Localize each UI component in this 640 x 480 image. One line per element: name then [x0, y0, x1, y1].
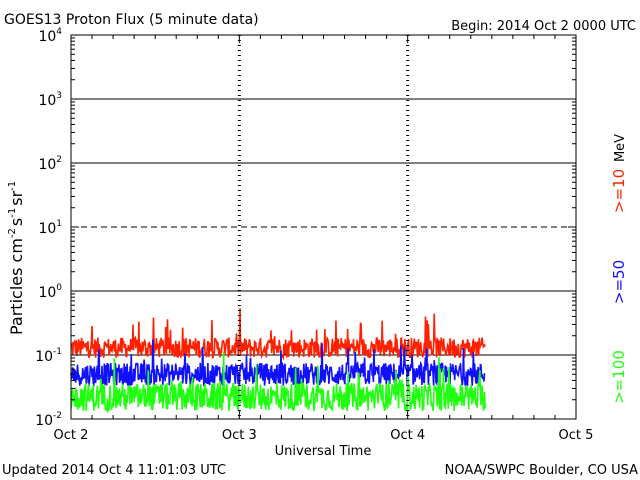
y-tick-label: 100 — [38, 283, 62, 301]
y-tick-label: 10-1 — [35, 347, 62, 365]
y-tick-label: 104 — [38, 27, 62, 45]
series-line — [70, 308, 486, 361]
chart-title: GOES13 Proton Flux (5 minute data) — [4, 12, 259, 28]
legend-unit-mev: MeV — [613, 134, 628, 162]
updated-timestamp: Updated 2014 Oct 4 11:01:03 UTC — [2, 463, 226, 478]
credit-label: NOAA/SWPC Boulder, CO USA — [445, 463, 638, 478]
y-tick-label: 10-2 — [35, 411, 62, 429]
y-axis-exp-1: -2 — [7, 228, 18, 238]
x-tick-label: Oct 4 — [390, 428, 425, 443]
day-boundary-markers — [237, 35, 410, 419]
x-tick-label: Oct 3 — [222, 428, 257, 443]
y-axis-exp-3: -1 — [7, 181, 18, 191]
y-axis-exp-2: -1 — [7, 208, 18, 218]
legend-label-ge50: >=50 — [610, 260, 628, 304]
y-tick-label: 101 — [38, 219, 62, 237]
x-axis-label: Universal Time — [275, 444, 372, 459]
series-line — [70, 351, 486, 414]
y-tick-label: 103 — [38, 91, 62, 109]
y-axis-ticks: 104 103 102 101 100 10-1 10-2 — [35, 27, 576, 429]
begin-label: Begin: 2014 Oct 2 0000 UTC — [451, 19, 636, 34]
y-axis-label-s: s — [7, 218, 26, 226]
y-tick-label: 102 — [38, 155, 62, 173]
y-axis-label: Particles cm-2s-1sr-1 — [7, 181, 26, 335]
series-line — [70, 339, 486, 388]
y-axis-label-sr: sr — [7, 190, 26, 205]
y-axis-label-text: Particles cm — [7, 238, 26, 335]
legend-label-ge100: >=100 — [610, 350, 628, 404]
grid-lines — [71, 98, 576, 356]
x-tick-label: Oct 5 — [559, 428, 594, 443]
data-series — [70, 308, 486, 414]
x-axis-ticks: Oct 2 Oct 3 Oct 4 Oct 5 — [54, 35, 594, 443]
legend-label-ge10: >=10 — [610, 169, 628, 213]
x-tick-label: Oct 2 — [54, 428, 89, 443]
